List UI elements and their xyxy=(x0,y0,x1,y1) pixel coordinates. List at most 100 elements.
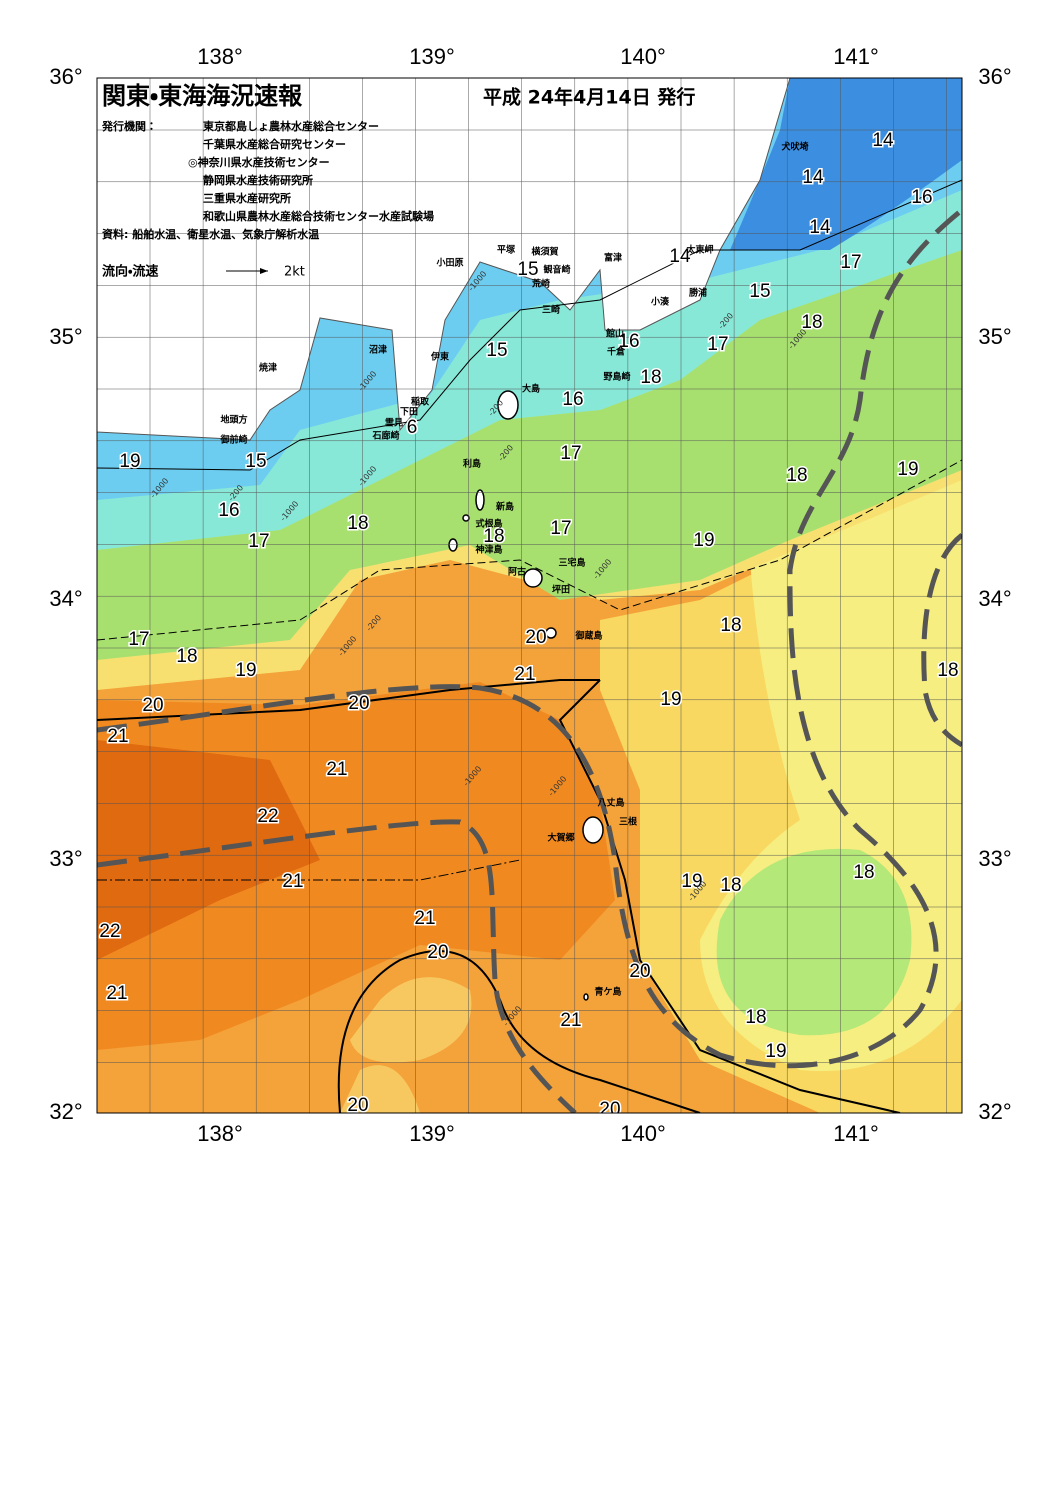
latitude-label: 32° xyxy=(978,1099,1011,1124)
place-name: 小湊 xyxy=(650,296,670,308)
place-name: 小田原 xyxy=(435,257,463,269)
sea-cool-patch xyxy=(340,977,472,1113)
place-name: 神津島 xyxy=(474,544,502,556)
temperature-label: 20 xyxy=(142,695,163,716)
islands xyxy=(448,390,604,1001)
place-name: 新島 xyxy=(495,501,514,513)
legend-speed: 2kt xyxy=(284,265,305,280)
kuroshio-axis xyxy=(97,208,962,1113)
temperature-label: 14 xyxy=(669,246,691,267)
place-name: 三根 xyxy=(619,816,638,828)
temperature-label: 6 xyxy=(407,417,418,438)
latitude-label: 36° xyxy=(978,64,1011,89)
temperature-label: 15 xyxy=(517,259,538,280)
temperature-label: 16 xyxy=(911,187,932,208)
temperature-label: 19 xyxy=(660,689,681,710)
temperature-label: 17 xyxy=(128,629,149,650)
temperature-label: 20 xyxy=(347,1095,368,1116)
latitude-label: 35° xyxy=(978,324,1011,349)
temperature-label: 14 xyxy=(809,217,831,238)
latitude-label: 34° xyxy=(49,586,82,611)
temperature-label: 18 xyxy=(347,513,368,534)
temperature-label: 20 xyxy=(599,1099,620,1120)
temperature-label: 19 xyxy=(119,451,140,472)
temperature-label: 20 xyxy=(348,693,369,714)
temperature-label: 14 xyxy=(802,167,824,188)
temperature-label: 21 xyxy=(560,1010,581,1031)
temperature-label: 17 xyxy=(248,531,269,552)
temperature-label: 18 xyxy=(853,862,874,883)
temperature-label: 19 xyxy=(693,530,714,551)
issuer: 千葉県水産総合研究センター xyxy=(203,137,346,151)
place-name: 犬吠埼 xyxy=(780,141,808,153)
temperature-label: 21 xyxy=(326,759,347,780)
temperature-label: 21 xyxy=(514,664,535,685)
issuer-label: 発行機関： xyxy=(101,119,157,133)
place-name: 富津 xyxy=(604,252,622,264)
longitude-label: 141° xyxy=(833,1121,879,1146)
temperature-label: 19 xyxy=(897,459,918,480)
temperature-label: 18 xyxy=(786,465,807,486)
place-name: 御前崎 xyxy=(219,434,247,446)
land xyxy=(97,78,791,441)
place-name: 観音崎 xyxy=(543,264,570,276)
issue-date: 平成 24年4月14日 発行 xyxy=(483,86,695,109)
latitude-label: 36° xyxy=(49,64,82,89)
place-name: 坪田 xyxy=(552,584,570,596)
longitude-label: 140° xyxy=(620,44,666,69)
temperature-label: 22 xyxy=(257,806,278,827)
place-name: 三宅島 xyxy=(558,557,585,569)
temperature-label: 19 xyxy=(235,660,256,681)
temperature-label: 19 xyxy=(765,1041,786,1062)
temperature-label: 16 xyxy=(618,331,639,352)
graticule xyxy=(97,78,962,1113)
place-name: 式根島 xyxy=(475,518,502,530)
longitude-label: 141° xyxy=(833,44,879,69)
temperature-label: 21 xyxy=(107,726,128,747)
issuer: 静岡県水産技術研究所 xyxy=(203,173,313,187)
temperature-label: 18 xyxy=(720,615,741,636)
place-name: 野島崎 xyxy=(603,371,630,383)
issuer: 和歌山県農林水産総合技術センター水産試験場 xyxy=(203,209,434,223)
latitude-label: 35° xyxy=(49,324,82,349)
place-name: 下田 xyxy=(400,407,418,418)
temperature-label: 21 xyxy=(282,871,303,892)
temperature-label: 18 xyxy=(640,367,661,388)
temperature-label: 18 xyxy=(176,646,197,667)
place-name: 館山 xyxy=(605,328,624,340)
place-name: 三崎 xyxy=(542,304,560,316)
temperature-label: 15 xyxy=(245,451,266,472)
place-name: 焼津 xyxy=(259,362,277,374)
temperature-label: 17 xyxy=(560,443,581,464)
source: 資料: 船舶水温、衛星水温、気象庁解析水温 xyxy=(102,227,319,241)
place-name: 利島 xyxy=(462,458,481,470)
longitude-label: 139° xyxy=(409,1121,455,1146)
issuer: ◎神奈川県水産技術センター xyxy=(188,155,330,169)
place-name: 御蔵島 xyxy=(574,630,602,642)
place-name: 青ケ島 xyxy=(594,986,621,998)
place-name: 沼津 xyxy=(369,344,387,356)
place-name: 勝浦 xyxy=(689,287,707,299)
temperature-label: 18 xyxy=(937,660,958,681)
place-name: 石廊崎 xyxy=(371,430,399,442)
title: 関東・東海海況速報 xyxy=(102,82,303,110)
temperature-label: 20 xyxy=(525,627,546,648)
issuer: 三重県水産研究所 xyxy=(203,191,291,205)
temperature-label: 21 xyxy=(106,983,127,1004)
temperature-label: 16 xyxy=(218,500,239,521)
temperature-label: 18 xyxy=(801,312,822,333)
place-name: 荒崎 xyxy=(531,278,550,290)
latitude-label: 33° xyxy=(978,846,1011,871)
temperature-label: 21 xyxy=(414,908,435,929)
place-name: 伊東 xyxy=(430,351,449,363)
longitude-label: 138° xyxy=(197,44,243,69)
temperature-label: 18 xyxy=(483,526,504,547)
latitude-label: 34° xyxy=(978,586,1011,611)
temperature-label: 18 xyxy=(720,875,741,896)
temperature-label: 15 xyxy=(486,340,507,361)
temperature-label: 17 xyxy=(840,252,861,273)
